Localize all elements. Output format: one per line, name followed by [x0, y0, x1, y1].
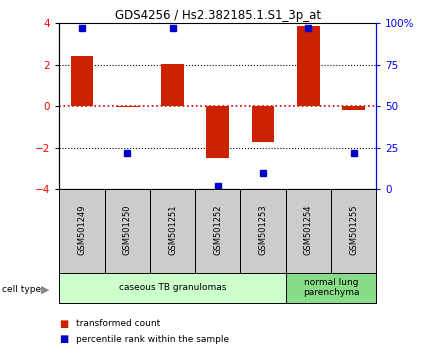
- Text: cell type: cell type: [2, 285, 41, 294]
- Text: normal lung
parenchyma: normal lung parenchyma: [303, 278, 359, 297]
- Text: GSM501255: GSM501255: [349, 205, 358, 256]
- Text: ▶: ▶: [40, 285, 49, 295]
- Bar: [71, 56, 93, 106]
- Text: GSM501249: GSM501249: [77, 205, 87, 256]
- Text: GSM501250: GSM501250: [123, 205, 132, 256]
- Bar: [206, 106, 229, 158]
- Text: ■: ■: [59, 334, 69, 344]
- Bar: [59, 189, 105, 274]
- Bar: [331, 189, 376, 274]
- Text: GSM501251: GSM501251: [168, 205, 177, 256]
- Bar: [195, 189, 240, 274]
- Bar: [252, 106, 275, 142]
- Text: GSM501253: GSM501253: [259, 205, 268, 256]
- Bar: [240, 189, 286, 274]
- Bar: [59, 273, 286, 303]
- Bar: [297, 26, 319, 106]
- Text: caseous TB granulomas: caseous TB granulomas: [119, 283, 226, 292]
- Bar: [150, 189, 195, 274]
- Text: ■: ■: [59, 319, 69, 329]
- Bar: [286, 273, 376, 303]
- Text: GSM501252: GSM501252: [213, 205, 222, 256]
- Title: GDS4256 / Hs2.382185.1.S1_3p_at: GDS4256 / Hs2.382185.1.S1_3p_at: [115, 9, 321, 22]
- Bar: [105, 189, 150, 274]
- Text: percentile rank within the sample: percentile rank within the sample: [76, 335, 229, 344]
- Text: GSM501254: GSM501254: [304, 205, 313, 256]
- Bar: [161, 64, 184, 106]
- Bar: [116, 106, 139, 107]
- Bar: [286, 189, 331, 274]
- Bar: [342, 106, 365, 110]
- Text: transformed count: transformed count: [76, 319, 160, 329]
